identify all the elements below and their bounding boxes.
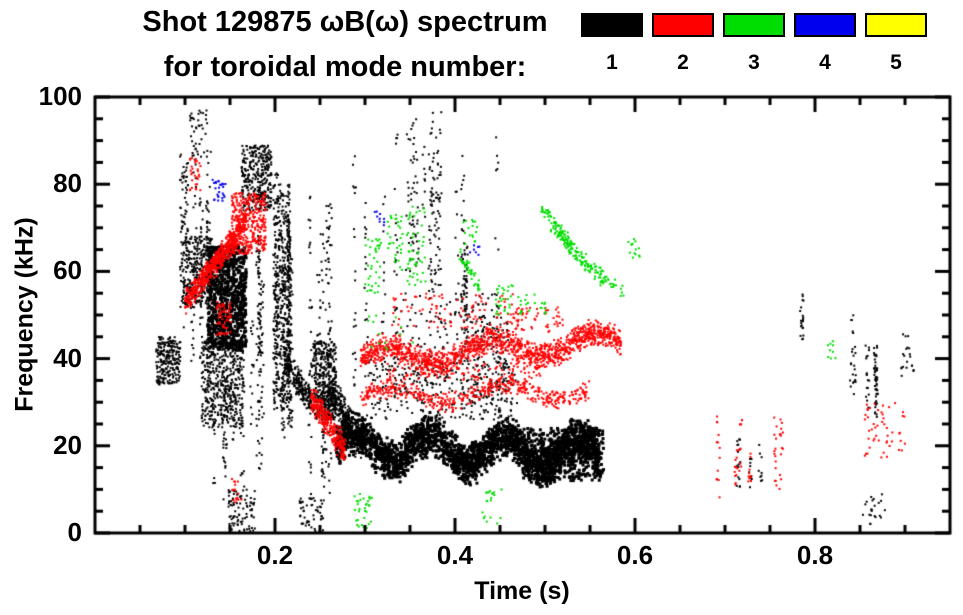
y-tick-label: 20: [53, 429, 82, 460]
legend-label: 2: [677, 51, 689, 74]
legend-label: 1: [606, 51, 618, 74]
y-tick-label: 60: [53, 255, 82, 286]
y-axis-label: Frequency (kHz): [10, 217, 39, 412]
legend: 1 2 3 4 5: [581, 13, 927, 75]
legend-swatch: [794, 13, 856, 37]
y-tick-label: 80: [53, 168, 82, 199]
legend-item: 1: [581, 13, 643, 75]
y-tick-label: 100: [38, 81, 82, 111]
legend-swatch: [581, 13, 643, 37]
y-tick-label: 0: [67, 517, 82, 547]
legend-item: 2: [652, 13, 714, 75]
legend-label: 5: [890, 51, 902, 74]
legend-swatch: [652, 13, 714, 37]
legend-label: 3: [748, 51, 760, 74]
legend-label: 4: [819, 51, 831, 74]
y-tick-label: 40: [53, 342, 82, 373]
chart-title-line2: for toroidal mode number:: [163, 50, 527, 83]
legend-item: 5: [865, 13, 927, 75]
x-tick-label: 0.8: [796, 540, 834, 570]
x-tick-label: 0.6: [616, 540, 654, 570]
chart-title: Shot 129875 ωB(ω) spectrum for toroidal …: [100, 4, 590, 86]
chart-title-line1: Shot 129875 ωB(ω) spectrum: [142, 6, 548, 38]
legend-swatch: [865, 13, 927, 37]
legend-item: 4: [794, 13, 856, 75]
legend-item: 3: [723, 13, 785, 75]
x-tick-label: 0.2: [256, 540, 294, 570]
x-tick-label: 0.4: [436, 540, 474, 570]
legend-swatch: [723, 13, 785, 37]
x-axis-label: Time (s): [474, 577, 570, 605]
